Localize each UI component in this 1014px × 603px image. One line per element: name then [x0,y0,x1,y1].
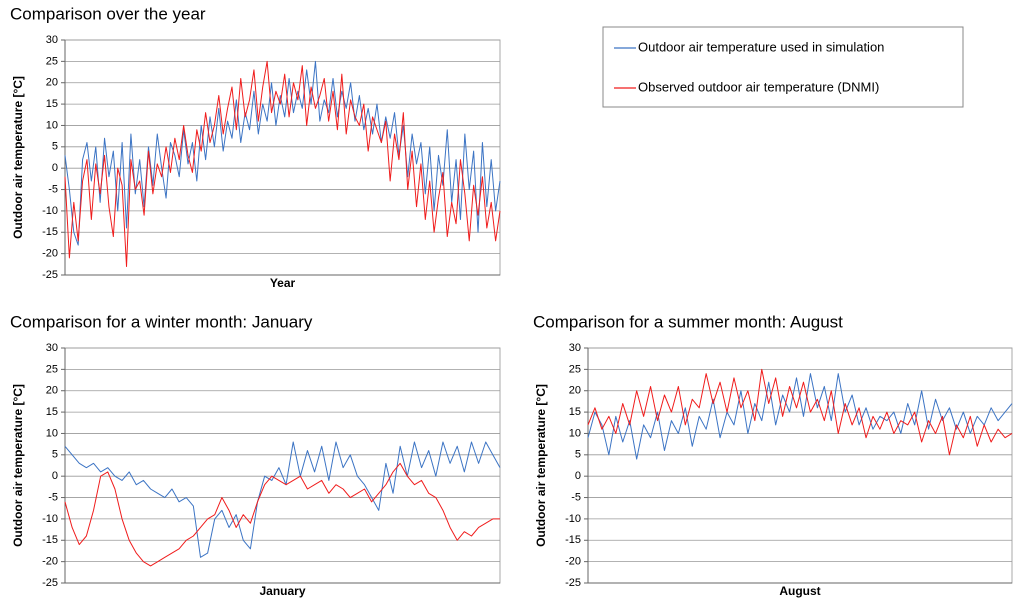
y-tick-label: 15 [569,406,581,418]
legend-box [602,26,964,108]
y-tick-label: 30 [46,342,58,354]
y-tick-label: -15 [565,534,581,546]
chart: Comparison for a summer month: August -25… [533,312,1013,598]
series-line [587,373,1013,460]
legend: Outdoor air temperature used in simulati… [602,26,964,108]
y-tick-label: 20 [46,385,58,397]
y-axis-label: Outdoor air temperature [°C] [11,384,25,547]
y-tick-label: 0 [52,162,58,174]
y-tick-label: 10 [46,427,58,439]
y-tick-label: 10 [569,427,581,439]
chart: Comparison for a winter month: January -2… [10,312,501,598]
y-tick-label: 5 [52,141,58,153]
y-tick-label: -25 [42,577,58,589]
y-tick-label: 15 [46,406,58,418]
series-line [64,60,501,267]
y-tick-label: -10 [42,205,58,217]
y-tick-label: -25 [42,269,58,281]
x-axis-label: Year [270,276,296,290]
y-tick-label: -10 [565,513,581,525]
x-axis-label: January [259,584,305,598]
y-tick-label: 10 [46,119,58,131]
series-line [64,441,501,558]
y-tick-label: 25 [46,55,58,67]
y-tick-label: -20 [565,556,581,568]
y-axis-label: Outdoor air temperature [°C] [534,384,548,547]
legend-label: Outdoor air temperature used in simulati… [638,39,884,54]
series-line [64,462,500,567]
y-axis-label: Outdoor air temperature [°C] [11,76,25,239]
y-tick-label: 20 [569,385,581,397]
chart-title: Comparison over the year [10,4,206,23]
y-tick-label: -5 [571,491,581,503]
series-line [64,60,501,246]
y-tick-label: 25 [46,363,58,375]
chart-title: Comparison for a summer month: August [533,312,843,331]
x-axis-label: August [779,584,820,598]
y-tick-label: 5 [575,449,581,461]
y-tick-label: 0 [52,470,58,482]
y-tick-label: -15 [42,226,58,238]
y-tick-label: 25 [569,363,581,375]
y-tick-label: 20 [46,77,58,89]
plot-border [64,347,501,584]
y-tick-label: 30 [569,342,581,354]
chart: Comparison over the year -25 -20 -15 -10 -5 0 5… [10,4,501,290]
chart-title: Comparison for a winter month: January [10,312,313,331]
y-tick-label: -10 [42,513,58,525]
legend-label: Observed outdoor air temperature (DNMI) [638,79,879,94]
y-tick-label: 5 [52,449,58,461]
y-tick-label: -5 [48,491,58,503]
y-tick-label: -20 [42,248,58,260]
plot-border [587,347,1013,584]
y-tick-label: -25 [565,577,581,589]
y-tick-label: 15 [46,98,58,110]
y-tick-label: -5 [48,183,58,195]
y-tick-label: -20 [42,556,58,568]
y-tick-label: 0 [575,470,581,482]
series-line [587,368,1013,456]
y-tick-label: -15 [42,534,58,546]
y-tick-label: 30 [46,34,58,46]
